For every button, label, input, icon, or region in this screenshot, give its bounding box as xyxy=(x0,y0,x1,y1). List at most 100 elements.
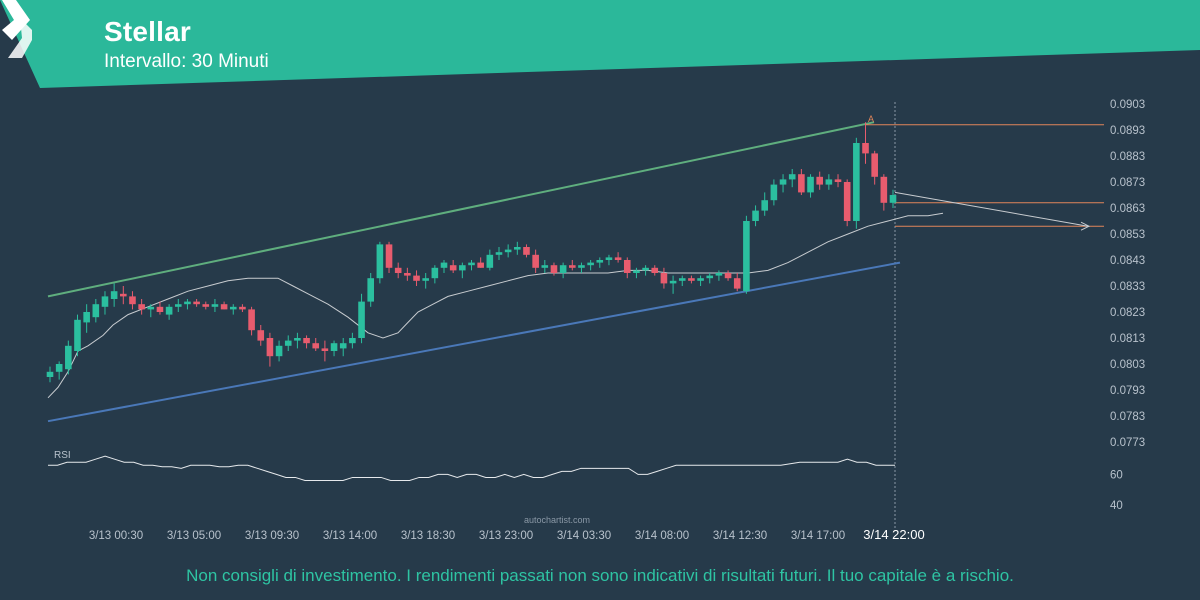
candle-body xyxy=(294,338,301,341)
candle xyxy=(385,241,393,273)
candle xyxy=(816,171,823,190)
candle-body xyxy=(825,179,833,185)
candle-body xyxy=(642,267,649,271)
candle-body xyxy=(376,244,384,279)
candle xyxy=(743,215,750,294)
chart-axes: 0.0903 0.0893 0.0883 0.0873 0.0863 0.0853 0.08… xyxy=(89,99,1145,542)
candle xyxy=(651,265,659,276)
candle-body xyxy=(358,301,365,338)
candle xyxy=(578,262,585,273)
candle xyxy=(880,174,888,211)
candle-body xyxy=(220,304,228,310)
candle xyxy=(871,150,878,185)
candle xyxy=(275,340,283,362)
candle xyxy=(798,169,805,195)
candle xyxy=(358,293,365,344)
candle-body xyxy=(440,262,448,268)
candle-body xyxy=(724,273,732,279)
candle xyxy=(459,262,466,279)
candle-body xyxy=(174,304,182,307)
x-tick-label: 3/14 22:00 xyxy=(863,527,924,542)
candle-body xyxy=(404,273,411,276)
candle xyxy=(587,260,594,271)
candle-body xyxy=(147,306,155,310)
candle-body xyxy=(74,319,81,351)
candle-body xyxy=(752,210,759,221)
candle xyxy=(266,332,274,367)
candle xyxy=(330,340,338,357)
candle xyxy=(294,332,301,349)
candle xyxy=(733,273,741,292)
y-tick-label: 0.0783 xyxy=(1110,411,1145,423)
candle xyxy=(257,325,265,346)
candle-body xyxy=(449,265,457,271)
candle-body xyxy=(431,267,439,279)
candle xyxy=(413,270,420,286)
candle xyxy=(788,169,796,188)
candle-body xyxy=(275,345,283,357)
candle-body xyxy=(871,153,878,177)
candle-body xyxy=(688,278,695,281)
forecast-arrow-head xyxy=(1080,221,1091,231)
candle-body xyxy=(605,257,613,260)
y-tick-label: 0.0823 xyxy=(1110,307,1145,319)
chart-canvas: A 0.09030.08930.08830.08730.08630.08530.… xyxy=(46,99,1145,542)
candle xyxy=(843,179,851,227)
candle xyxy=(284,335,292,351)
candle xyxy=(678,275,686,286)
candle-body xyxy=(202,304,210,307)
candle xyxy=(92,299,100,323)
candle-body xyxy=(257,330,265,341)
candle-body xyxy=(651,267,659,273)
candle xyxy=(605,254,613,266)
candle-body xyxy=(523,247,530,255)
candle-body xyxy=(623,260,631,273)
candle-body xyxy=(65,345,72,370)
x-tick-label: 3/14 03:30 xyxy=(557,530,611,542)
y-tick-label: 0.0833 xyxy=(1110,281,1145,293)
candle-body xyxy=(156,306,164,312)
candle-body xyxy=(385,244,393,268)
candle xyxy=(862,122,869,164)
candle-body xyxy=(559,265,567,273)
y-tick-label: 0.0893 xyxy=(1110,125,1145,137)
candle xyxy=(220,301,228,310)
candle xyxy=(449,260,457,273)
candle-body xyxy=(587,262,594,266)
candlestick-series xyxy=(46,122,897,383)
x-tick-label: 3/13 00:30 xyxy=(89,530,143,542)
candle-body xyxy=(394,267,402,273)
candle-body xyxy=(788,174,796,180)
y-tick-label: 0.0883 xyxy=(1110,151,1145,163)
candle-body xyxy=(193,301,200,305)
rsi-tick-label: 60 xyxy=(1110,469,1123,481)
y-tick-label: 0.0873 xyxy=(1110,177,1145,189)
candle xyxy=(532,249,539,273)
candle xyxy=(394,262,402,279)
candle-body xyxy=(660,273,668,284)
resistance-label: A xyxy=(868,114,874,124)
candle-body xyxy=(495,252,503,255)
chart-overlays: A xyxy=(47,114,1104,423)
candle-body xyxy=(413,275,420,281)
watermark-text: autochartist.com xyxy=(524,515,591,525)
candle xyxy=(633,267,640,279)
candle-body xyxy=(46,371,54,377)
x-tick-label: 3/14 08:00 xyxy=(635,530,689,542)
candle-body xyxy=(55,364,63,372)
candle-body xyxy=(770,184,778,201)
candle-body xyxy=(165,306,173,315)
candle-body xyxy=(129,296,136,305)
forecast-arrow-line xyxy=(894,191,1089,227)
candle xyxy=(752,205,759,227)
candle-body xyxy=(229,306,237,310)
candle-body xyxy=(248,309,255,331)
candle-body xyxy=(312,343,320,349)
candle-body xyxy=(862,143,869,154)
candle-body xyxy=(532,254,539,268)
candle xyxy=(623,257,631,279)
candle xyxy=(559,262,567,279)
candle xyxy=(193,299,200,307)
candle-body xyxy=(266,338,274,357)
lower-channel-line xyxy=(47,261,901,423)
